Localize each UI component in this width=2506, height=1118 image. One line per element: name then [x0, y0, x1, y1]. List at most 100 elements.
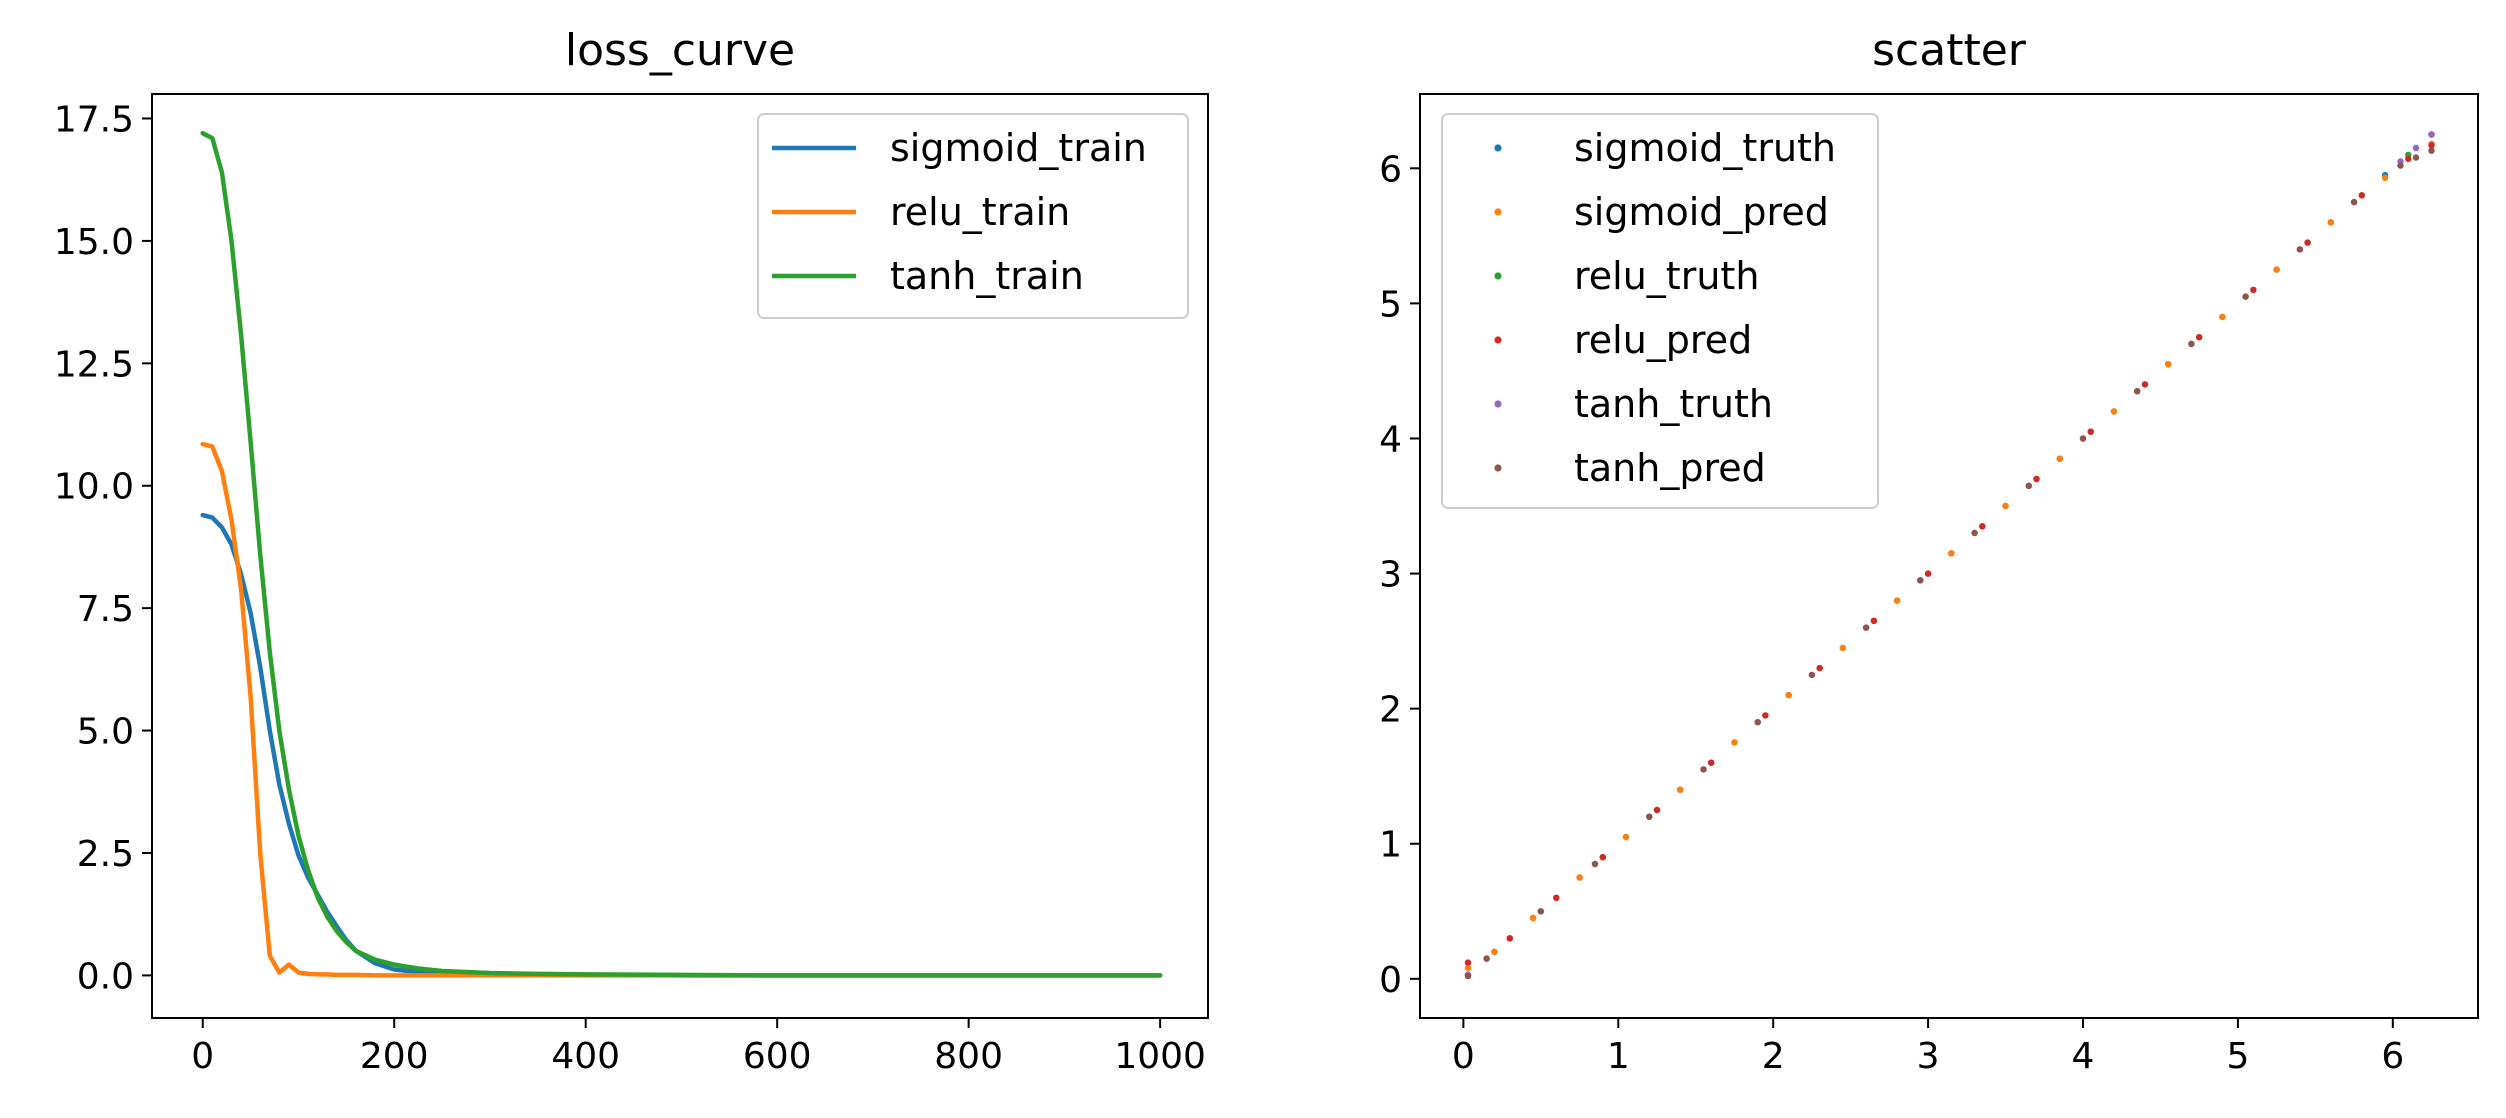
point-relu-pred — [2250, 286, 2257, 294]
x-tick-label: 400 — [551, 1036, 620, 1077]
point-tanh-pred — [2350, 198, 2358, 206]
loss-curve-series-group — [200, 130, 1163, 978]
point-tanh-truth — [2428, 131, 2435, 138]
point-tanh-pred — [1971, 529, 1978, 537]
point-tanh-pred — [1754, 719, 1761, 726]
x-tick-label: 1 — [1607, 1036, 1630, 1077]
legend-label-relu-train: relu_train — [890, 190, 1070, 234]
legend-swatch-sigmoid-pred — [1494, 208, 1502, 216]
point-relu-pred — [2087, 428, 2094, 435]
y-tick-label: 5 — [1379, 284, 1402, 325]
point-tanh-pred — [1862, 624, 1870, 631]
y-tick-label: 0 — [1379, 960, 1402, 1001]
x-tick-label: 0 — [191, 1036, 214, 1077]
point-sigmoid-pred — [1839, 644, 1847, 652]
legend-swatch-relu-pred — [1494, 336, 1502, 344]
legend-swatch-relu-truth — [1494, 272, 1502, 280]
loss-curve-title: loss_curve — [565, 25, 795, 76]
x-tick-label: 1000 — [1114, 1036, 1206, 1077]
loss-curve-panel: loss_curve 0 200 400 600 800 1000 0.0 2.5 5.0 7.5… — [54, 25, 1209, 1077]
point-tanh-pred — [2296, 246, 2304, 253]
legend-label-tanh-truth: tanh_truth — [1574, 382, 1773, 426]
point-sigmoid-pred — [1893, 597, 1901, 604]
y-tick-label: 12.5 — [54, 344, 134, 385]
point-relu-pred — [1653, 806, 1661, 814]
point-sigmoid-pred — [2165, 361, 2172, 368]
point-tanh-pred — [2428, 147, 2435, 154]
point-relu-pred — [2405, 155, 2412, 162]
point-sigmoid-pred — [1785, 691, 1792, 699]
point-tanh-pred — [2412, 154, 2420, 161]
scatter-ticks: 0 1 2 3 4 5 6 0 1 2 3 4 5 6 — [1379, 149, 2404, 1077]
x-tick-label: 3 — [1917, 1036, 1940, 1077]
point-tanh-pred — [2025, 482, 2033, 489]
scatter-panel: scatter 0 1 2 3 4 5 6 0 1 2 3 4 5 6 sigmoid_truthsigm… — [1379, 25, 2479, 1077]
point-sigmoid-pred — [2219, 313, 2226, 321]
point-tanh-pred — [1808, 671, 1816, 679]
legend-swatch-tanh-truth — [1494, 400, 1502, 408]
y-tick-label: 10.0 — [54, 467, 134, 508]
x-tick-label: 5 — [2226, 1036, 2249, 1077]
x-tick-label: 200 — [360, 1036, 429, 1077]
point-sigmoid-pred — [2002, 502, 2009, 510]
point-tanh-pred — [2134, 388, 2141, 395]
point-tanh-pred — [2079, 435, 2087, 442]
y-tick-label: 3 — [1379, 555, 1402, 596]
point-tanh-pred — [1646, 813, 1653, 820]
point-tanh-pred — [1483, 955, 1490, 962]
y-tick-label: 4 — [1379, 419, 1402, 460]
legend-label-tanh-train: tanh_train — [890, 254, 1084, 298]
point-sigmoid-pred — [1948, 550, 1955, 557]
point-relu-pred — [1599, 854, 1607, 861]
legend-label-sigmoid-truth: sigmoid_truth — [1574, 126, 1836, 170]
scatter-axes-frame — [1419, 93, 2479, 1019]
point-relu-pred — [2428, 142, 2435, 149]
point-sigmoid-pred — [1622, 833, 1630, 841]
legend-label-sigmoid-pred: sigmoid_pred — [1574, 190, 1829, 234]
point-sigmoid-pred — [1677, 786, 1684, 793]
series-line-tanh-train — [200, 130, 1163, 978]
point-relu-pred — [1924, 570, 1932, 577]
x-tick-label: 600 — [743, 1036, 812, 1077]
legend-label-sigmoid-train: sigmoid_train — [890, 126, 1147, 170]
loss-curve-axes-frame — [151, 93, 1209, 1019]
point-sigmoid-pred — [2381, 174, 2389, 181]
point-sigmoid-pred — [2110, 408, 2118, 415]
y-tick-label: 17.5 — [54, 99, 134, 140]
point-tanh-pred — [1700, 766, 1707, 773]
point-tanh-pred — [1537, 908, 1545, 915]
point-tanh-truth — [2412, 144, 2420, 152]
point-sigmoid-pred — [2056, 455, 2063, 462]
x-tick-label: 2 — [1762, 1036, 1785, 1077]
legend-label-relu-truth: relu_truth — [1574, 254, 1759, 298]
point-relu-pred — [1506, 935, 1514, 942]
point-tanh-pred — [2397, 162, 2404, 169]
scatter-legend: sigmoid_truth sigmoid_pred relu_truth relu_… — [1441, 113, 1879, 509]
point-relu-pred — [1816, 664, 1823, 672]
point-relu-pred — [2033, 475, 2040, 483]
point-tanh-pred — [1464, 972, 1472, 980]
point-relu-pred — [1464, 959, 1472, 966]
x-tick-label: 0 — [1452, 1036, 1475, 1077]
scatter-title: scatter — [1872, 25, 2027, 76]
point-tanh-pred — [1591, 860, 1599, 868]
scatter-legend-box — [1441, 113, 1879, 509]
loss-curve-legend-box — [757, 113, 1189, 319]
point-sigmoid-pred — [1464, 964, 1472, 972]
point-relu-pred — [2304, 239, 2311, 246]
loss-curve-ticks: 0 200 400 600 800 1000 0.0 2.5 5.0 7.5 10.0 12.5 15.… — [54, 99, 1206, 1077]
y-tick-label: 1 — [1379, 825, 1402, 866]
point-sigmoid-pred — [1576, 874, 1583, 881]
x-tick-label: 6 — [2381, 1036, 2404, 1077]
point-sigmoid-pred — [2273, 266, 2280, 273]
loss-curve-legend: sigmoid_train relu_train tanh_train — [757, 113, 1189, 319]
legend-swatch-tanh-pred — [1494, 464, 1502, 472]
scatter-series-group — [1464, 131, 2435, 980]
x-tick-label: 4 — [2072, 1036, 2095, 1077]
point-tanh-pred — [1917, 577, 1924, 584]
point-relu-pred — [2358, 192, 2365, 199]
point-sigmoid-pred — [1491, 948, 1498, 955]
legend-label-tanh-pred: tanh_pred — [1574, 446, 1766, 490]
